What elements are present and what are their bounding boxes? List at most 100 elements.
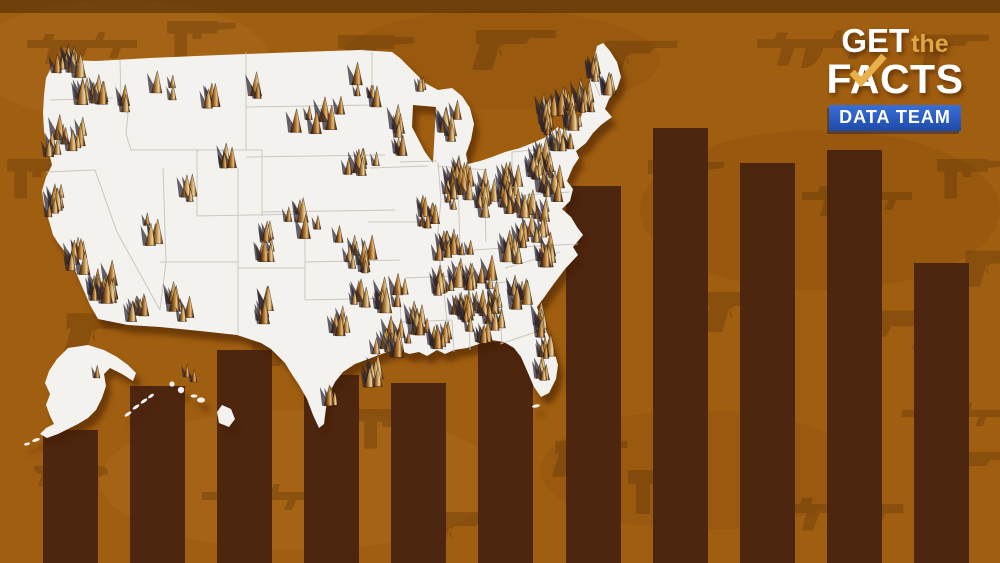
marker-shadow — [564, 135, 572, 149]
bullet-cone-marker — [259, 240, 270, 263]
bullet-cone-marker — [362, 260, 369, 274]
marker-shadow — [460, 182, 471, 200]
bullet-cone-marker — [186, 188, 194, 202]
bullet-cone-marker — [45, 203, 53, 218]
marker-shadow — [380, 317, 393, 338]
top-band — [0, 0, 1000, 13]
bullet-cone-marker — [393, 290, 402, 308]
marker-shadow — [598, 74, 611, 96]
marker-shadow — [352, 85, 359, 96]
bullet-cone-marker — [78, 250, 91, 275]
bullet-cone-marker — [310, 110, 322, 134]
marker-shadow — [495, 188, 507, 208]
bullet-cone-marker — [371, 85, 382, 108]
bullet-cone-marker — [414, 314, 426, 336]
bullet-cone-marker — [510, 285, 523, 310]
bullet-cone-marker — [532, 227, 541, 243]
marker-shadow — [459, 309, 467, 323]
marker-shadow — [306, 112, 318, 134]
marker-shadow — [529, 228, 538, 243]
bullet-cone-marker — [290, 108, 302, 133]
bullet-cone-marker — [258, 301, 271, 325]
marker-shadow — [360, 369, 371, 388]
bullet-cone-marker — [372, 151, 380, 166]
bullet-cone-marker — [430, 204, 441, 224]
marker-shadow — [536, 104, 548, 125]
marker-shadow — [43, 205, 50, 217]
marker-shadow — [506, 288, 519, 310]
marker-shadow — [386, 106, 400, 130]
bullet-cone-marker — [400, 278, 409, 295]
bar — [566, 186, 621, 563]
bullet-cone-marker — [432, 326, 444, 350]
bullet-cone-marker — [394, 121, 403, 138]
alaska — [40, 345, 136, 438]
bullet-cone-marker — [73, 52, 87, 78]
bullet-cone-marker — [334, 225, 344, 243]
marker-shadow — [254, 303, 266, 324]
marker-shadow — [184, 189, 192, 202]
bullet-cone-marker — [405, 330, 412, 344]
bullet-cone-marker — [50, 197, 59, 214]
marker-shadow — [258, 226, 268, 243]
bullet-cone-marker — [75, 238, 86, 260]
bar — [43, 430, 98, 563]
marker-shadow — [117, 95, 127, 112]
bullet-cone-marker — [52, 137, 62, 155]
bullet-cone-marker — [567, 105, 580, 131]
marker-shadow — [538, 174, 549, 194]
marker-shadow — [589, 68, 597, 82]
bullet-cone-marker — [351, 61, 363, 86]
bar — [827, 150, 882, 563]
bullet-cone-marker — [168, 84, 177, 101]
bullet-cone-marker — [151, 218, 164, 245]
marker-shadow — [350, 242, 358, 256]
bullet-cone-marker — [513, 245, 523, 265]
marker-shadow — [532, 360, 542, 379]
bullet-cone-marker — [452, 262, 465, 288]
bullet-cone-marker — [478, 324, 489, 344]
marker-shadow — [342, 246, 351, 262]
bullet-cone-marker — [519, 232, 528, 249]
bullet-cone-marker — [518, 194, 531, 219]
marker-shadow — [443, 125, 453, 142]
bullet-cone-marker — [121, 94, 131, 113]
bullet-cone-marker — [480, 197, 491, 218]
bullet-cone-marker — [465, 271, 475, 291]
marker-shadow — [303, 107, 311, 120]
marker-shadow — [506, 279, 516, 296]
marker-shadow — [429, 272, 442, 294]
bar — [740, 163, 795, 563]
bullet-cone-marker — [544, 183, 552, 198]
marker-shadow — [347, 64, 359, 85]
bullet-cone-marker — [591, 67, 600, 82]
bullet-cone-marker — [93, 365, 101, 379]
marker-shadow — [416, 198, 427, 217]
bullet-cone-marker — [323, 384, 335, 407]
bullet-cone-marker — [488, 178, 500, 202]
marker-shadow — [532, 321, 543, 338]
bullet-cone-marker — [139, 295, 150, 317]
bullet-cone-marker — [416, 76, 425, 92]
bullet-cone-marker — [341, 315, 351, 333]
bullet-cone-marker — [365, 234, 378, 260]
bullet-cone-marker — [354, 83, 361, 97]
marker-shadow — [473, 194, 481, 208]
bullet-cone-marker — [458, 242, 466, 256]
bullet-cone-marker — [299, 214, 311, 239]
bullet-cone-marker — [379, 287, 393, 314]
bullet-cone-marker — [558, 134, 567, 152]
bullet-cone-marker — [446, 123, 457, 142]
marker-shadow — [537, 368, 545, 381]
bullet-cone-marker — [349, 254, 357, 269]
bullet-cone-marker — [490, 311, 500, 331]
marker-shadow — [573, 89, 587, 112]
bullet-cone-marker — [391, 332, 404, 358]
florida-keys — [532, 404, 540, 408]
marker-shadow — [440, 179, 449, 194]
bullet-cone-marker — [360, 286, 371, 308]
get-the-facts-logo: GETthe FACTS DATA TEAM — [808, 24, 982, 131]
bullet-cone-marker — [447, 277, 455, 292]
